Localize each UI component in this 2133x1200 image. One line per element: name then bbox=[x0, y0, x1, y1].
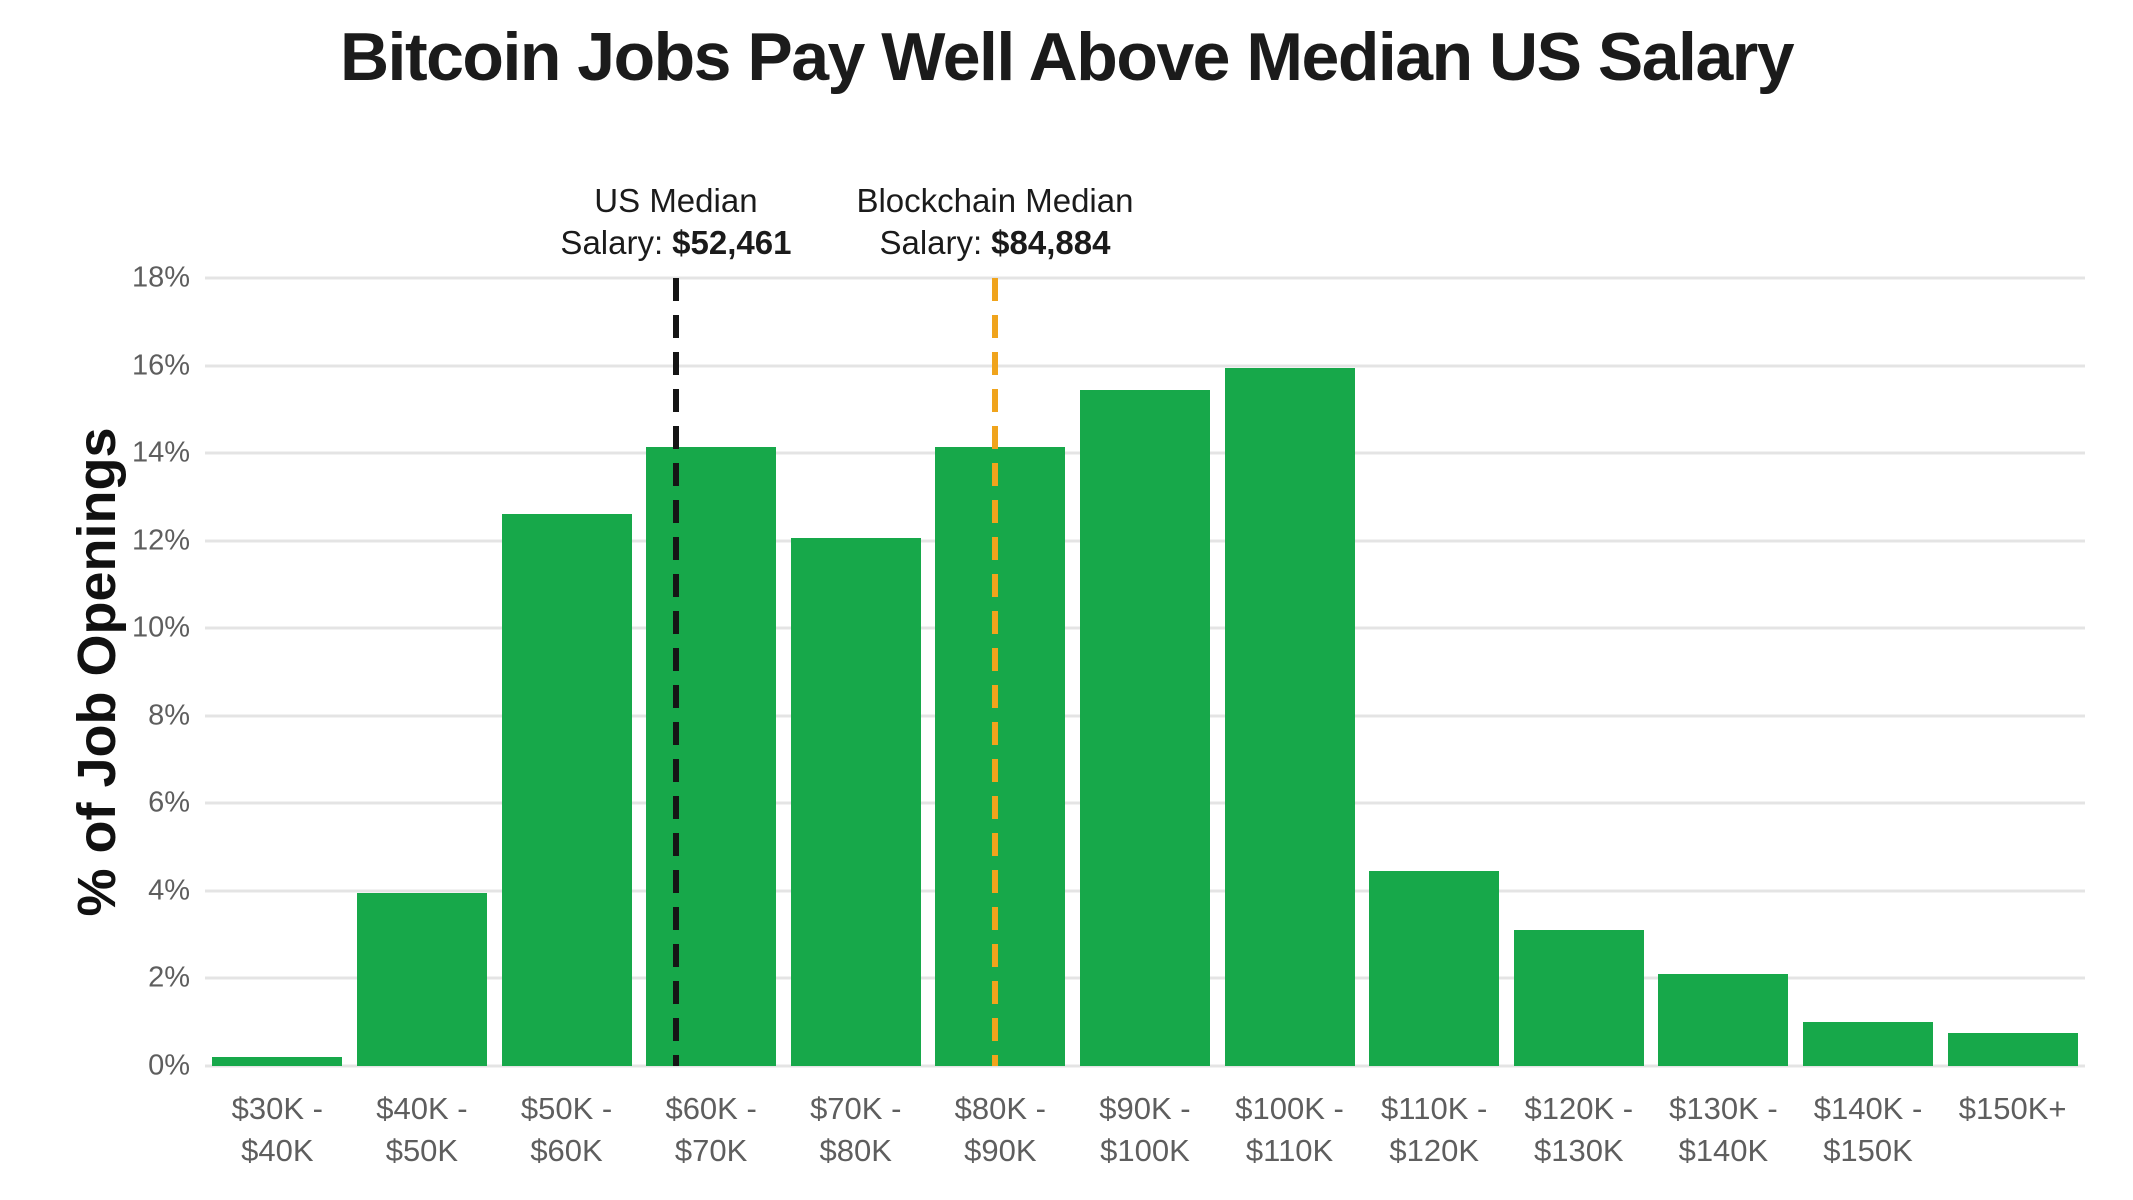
y-tick-label: 2% bbox=[148, 961, 190, 994]
blockchain-median-salary: Salary: $84,884 bbox=[856, 222, 1133, 264]
y-axis-tick-labels: 0% 2% 4% 6% 8% 10% 12% 14% 16% 18% bbox=[0, 262, 190, 1082]
bar-slot bbox=[1796, 278, 1941, 1066]
y-tick-label: 4% bbox=[148, 874, 190, 907]
y-tick-label: 0% bbox=[148, 1049, 190, 1082]
x-tick-line1: $90K - bbox=[1099, 1091, 1191, 1126]
y-tick-label: 18% bbox=[131, 261, 190, 294]
blockchain-median-label: Blockchain Median bbox=[856, 182, 1134, 219]
x-tick-line1: $50K - bbox=[520, 1091, 613, 1126]
x-tick-line1: $100K - bbox=[1235, 1091, 1344, 1126]
x-tick-label-$50K - $60K: $50K - $60K bbox=[494, 1088, 639, 1172]
x-tick-label-$90K - $100K: $90K - $100K bbox=[1073, 1088, 1218, 1172]
y-tick-label: 6% bbox=[148, 786, 190, 819]
us-median-salary: Salary: $52,461 bbox=[560, 222, 791, 264]
x-tick-line1: $150K+ bbox=[1958, 1091, 2067, 1126]
bar-slot bbox=[928, 278, 1073, 1066]
x-tick-line2: $120K bbox=[1389, 1133, 1479, 1168]
x-tick-line1: $40K - bbox=[376, 1091, 468, 1126]
us-median-salary-value: $52,461 bbox=[672, 224, 792, 261]
x-tick-line2: $70K bbox=[674, 1133, 748, 1168]
us-median-line bbox=[672, 278, 679, 1066]
bar-slot bbox=[205, 278, 350, 1066]
x-tick-line2: $80K bbox=[819, 1133, 892, 1168]
x-tick-label-$110K - $120K: $110K - $120K bbox=[1362, 1088, 1507, 1172]
x-tick-line1: $110K - bbox=[1381, 1091, 1488, 1126]
bar-slot bbox=[1217, 278, 1362, 1066]
bar-$100K - $110K bbox=[1224, 367, 1355, 1066]
bar-$90K - $100K bbox=[1079, 389, 1210, 1066]
x-tick-line2: $130K bbox=[1533, 1133, 1624, 1168]
y-tick-label: 12% bbox=[131, 524, 190, 557]
bar-$150K+ bbox=[1947, 1033, 2078, 1066]
y-tick-label: 10% bbox=[131, 611, 190, 644]
x-tick-line2: $50K bbox=[385, 1133, 459, 1168]
x-tick-label-$100K - $110K: $100K - $110K bbox=[1217, 1088, 1362, 1172]
chart-title: Bitcoin Jobs Pay Well Above Median US Sa… bbox=[339, 19, 1795, 95]
x-tick-label-$30K - $40K: $30K - $40K bbox=[205, 1088, 350, 1172]
blockchain-median-salary-value: $84,884 bbox=[991, 224, 1111, 261]
gridline-16% bbox=[205, 364, 2085, 368]
bar-$60K - $70K bbox=[646, 446, 777, 1066]
plot-area bbox=[205, 276, 2085, 1068]
x-tick-label-$150K+: $150K+ bbox=[1940, 1088, 2085, 1172]
x-tick-line2: $40K bbox=[241, 1133, 314, 1168]
bar-slot bbox=[350, 278, 495, 1066]
x-tick-label-$130K - $140K: $130K - $140K bbox=[1651, 1088, 1796, 1172]
bar-$30K - $40K bbox=[212, 1057, 343, 1066]
bar-$120K - $130K bbox=[1513, 930, 1644, 1066]
annotation-blockchain-median: Blockchain Median Salary: $84,884 bbox=[856, 180, 1133, 264]
bar-$70K - $80K bbox=[790, 538, 921, 1066]
x-tick-line2: $150K bbox=[1823, 1133, 1913, 1168]
x-tick-line1: $120K - bbox=[1524, 1091, 1634, 1126]
x-tick-line2: $110K bbox=[1245, 1133, 1334, 1168]
blockchain-median-salary-label: Salary: bbox=[879, 224, 983, 261]
bar-slot bbox=[1651, 278, 1796, 1066]
bar-$80K - $90K bbox=[935, 446, 1066, 1066]
bar-slot bbox=[1506, 278, 1651, 1066]
blockchain-median-line bbox=[991, 278, 998, 1066]
y-tick-label: 14% bbox=[131, 436, 190, 469]
y-tick-label: 16% bbox=[131, 349, 190, 382]
bar-slot bbox=[494, 278, 639, 1066]
x-tick-line2: $140K bbox=[1678, 1133, 1769, 1168]
bar-slot bbox=[783, 278, 928, 1066]
bar-slot bbox=[639, 278, 784, 1066]
x-tick-line1: $80K - bbox=[954, 1091, 1047, 1126]
gridline-18% bbox=[205, 276, 2085, 280]
x-tick-line1: $130K - bbox=[1669, 1091, 1778, 1126]
x-tick-line2: $100K bbox=[1100, 1133, 1190, 1168]
y-tick-label: 8% bbox=[148, 699, 190, 732]
x-tick-label-$80K - $90K: $80K - $90K bbox=[928, 1088, 1073, 1172]
x-tick-label-$120K - $130K: $120K - $130K bbox=[1506, 1088, 1651, 1172]
x-tick-line1: $70K - bbox=[810, 1091, 902, 1126]
x-tick-line2: $60K bbox=[530, 1133, 603, 1168]
x-axis-tick-labels: $30K - $40K $40K - $50K $50K - $60K $60K - $70K… bbox=[205, 1088, 2085, 1172]
x-tick-line1: $140K - bbox=[1813, 1091, 1923, 1126]
gridline-0% bbox=[205, 1064, 2085, 1068]
bar-$50K - $60K bbox=[501, 514, 632, 1066]
us-median-label: US Median bbox=[594, 182, 758, 219]
bar-slot bbox=[1362, 278, 1507, 1066]
bar-$140K - $150K bbox=[1803, 1022, 1933, 1066]
bar-$130K - $140K bbox=[1658, 974, 1789, 1066]
x-tick-label-$40K - $50K: $40K - $50K bbox=[350, 1088, 495, 1172]
x-tick-line2: $90K bbox=[964, 1133, 1037, 1168]
x-tick-line1: $60K - bbox=[665, 1091, 757, 1126]
bar-slot bbox=[1073, 278, 1218, 1066]
bar-slot bbox=[1940, 278, 2085, 1066]
x-tick-label-$70K - $80K: $70K - $80K bbox=[783, 1088, 928, 1172]
x-tick-line1: $30K - bbox=[231, 1091, 323, 1126]
bars-layer bbox=[205, 278, 2085, 1066]
x-tick-label-$140K - $150K: $140K - $150K bbox=[1796, 1088, 1941, 1172]
annotation-us-median: US Median Salary: $52,461 bbox=[560, 180, 791, 264]
bar-$40K - $50K bbox=[356, 893, 487, 1066]
us-median-salary-label: Salary: bbox=[560, 224, 664, 261]
x-tick-label-$60K - $70K: $60K - $70K bbox=[639, 1088, 784, 1172]
bar-$110K - $120K bbox=[1369, 871, 1500, 1066]
